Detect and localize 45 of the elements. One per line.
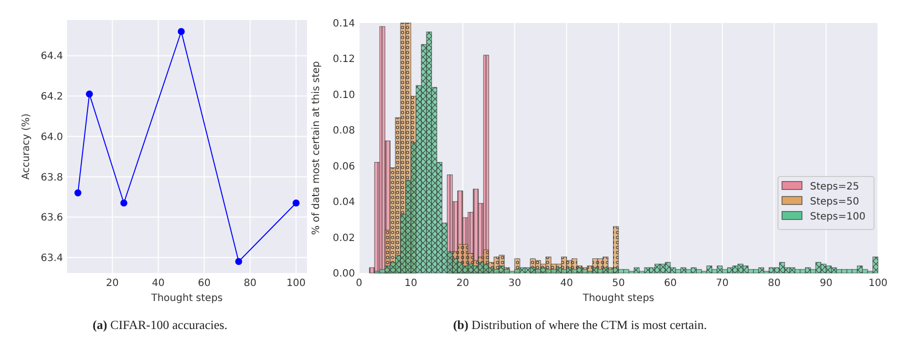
x-tick-label: 90 (820, 278, 832, 289)
y-tick-label: 0.08 (332, 126, 355, 137)
point (292, 199, 300, 206)
text: (a) CIFAR-100 accuracies. (92, 318, 228, 332)
y-tick-label: 64.0 (40, 132, 63, 143)
y-tick-label: 0.06 (332, 161, 355, 172)
legend-label: Steps=25 (810, 182, 860, 192)
point (74, 189, 82, 196)
x-tick-label: 10 (404, 278, 418, 289)
y-tick-label: 0.14 (332, 18, 355, 30)
x-tick-label: 80 (244, 278, 257, 289)
y-tick-label: 63.6 (40, 212, 63, 224)
point (178, 28, 185, 35)
y-tick-label: 0.02 (332, 232, 355, 244)
x-tick-label: 0 (356, 278, 362, 289)
y-tick-label: 63.8 (40, 172, 63, 184)
x-tick-label: 70 (716, 278, 729, 289)
x-tick-label: 50 (612, 278, 625, 289)
x-tick-label: 20 (106, 278, 119, 289)
x-axis-title: Thought steps (582, 293, 654, 304)
point (235, 258, 242, 265)
x-tick-label: 20 (456, 278, 470, 289)
y-tick-label: 64.2 (40, 92, 63, 103)
text: (b) Distribution of where the CTM is most certain. (453, 318, 707, 332)
y-tick-label: 0.04 (332, 197, 355, 208)
x-tick-label: 100 (286, 278, 306, 289)
legend-label: Steps=50 (810, 196, 860, 208)
y-tick-label: 0.00 (332, 268, 355, 280)
x-tick-label: 80 (768, 278, 781, 289)
x-tick-label: 100 (868, 278, 888, 289)
y-tick-label: 64.4 (40, 51, 63, 62)
x-tick-label: 40 (560, 278, 573, 289)
point (86, 90, 93, 98)
x-tick-label: 60 (198, 278, 211, 289)
legend-label: Steps=100 (810, 212, 866, 222)
x-tick-label: 60 (664, 278, 677, 289)
y-tick-label: 0.10 (332, 90, 355, 101)
point (120, 199, 128, 206)
y-tick-label: 63.4 (40, 252, 63, 264)
y-tick-label: 0.12 (332, 54, 355, 66)
y-axis-title: % of data most certain at this step (311, 61, 322, 235)
x-axis-title: Thought steps (150, 293, 223, 304)
x-tick-label: 30 (508, 278, 522, 289)
y-axis-title: Accuracy (%) (21, 113, 32, 180)
x-tick-label: 40 (152, 278, 165, 289)
